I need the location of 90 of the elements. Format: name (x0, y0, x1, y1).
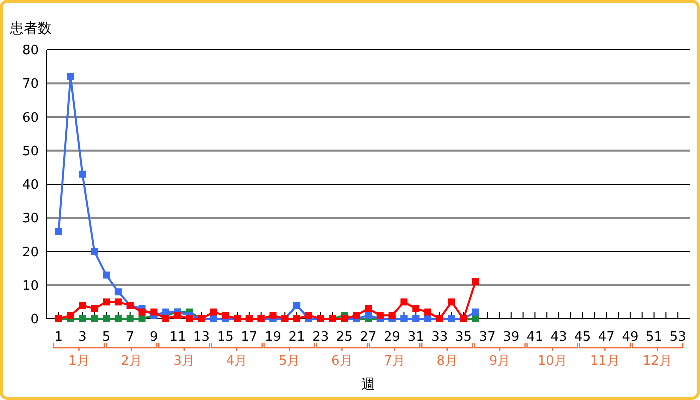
x-tick-label: 41 (526, 330, 544, 345)
y-tick-label: 40 (22, 178, 39, 194)
text: 4月 (226, 354, 248, 369)
x-tick-label: 29 (384, 330, 401, 345)
point (174, 312, 182, 320)
x-tick-label: 31 (408, 330, 424, 345)
text: 3月 (174, 354, 196, 369)
point (210, 308, 218, 316)
y-tick-label: 50 (22, 144, 39, 160)
x-tick-label: 3 (78, 330, 87, 345)
x-tick-label: 51 (646, 330, 663, 345)
text: 12月 (643, 354, 673, 369)
x-tick-label: 7 (126, 330, 134, 345)
point (294, 316, 301, 322)
y-tick-label: 20 (22, 245, 39, 260)
x-tick-label: 47 (598, 330, 615, 345)
point (138, 316, 146, 322)
x-tick-label: 5 (102, 330, 111, 345)
y-tick-label: 10 (22, 278, 39, 294)
x-tick-label: 17 (241, 330, 258, 345)
point (270, 312, 277, 320)
point (91, 316, 98, 322)
point (388, 312, 396, 320)
x-tick-label: 27 (360, 330, 377, 345)
point (353, 312, 360, 320)
x-tick-label: 25 (336, 330, 353, 345)
text: 1月 (68, 354, 90, 369)
x-tick-label: 19 (264, 330, 282, 345)
y-axis-title: 患者数 (9, 21, 52, 37)
point (376, 312, 384, 320)
y-tick-label: 70 (22, 77, 39, 92)
x-tick-label: 43 (550, 330, 568, 345)
point (103, 272, 110, 279)
point (186, 316, 194, 322)
point (79, 316, 86, 322)
x-tick-label: 1 (54, 330, 64, 345)
x-tick-label: 49 (622, 330, 639, 345)
x-tick-label: 13 (194, 330, 210, 345)
point (412, 305, 420, 312)
point (400, 298, 408, 306)
text: 6月 (332, 354, 353, 369)
text: 9月 (489, 354, 511, 369)
point (162, 308, 170, 316)
point (67, 73, 74, 80)
point (222, 312, 230, 320)
point (91, 248, 98, 256)
point (305, 312, 312, 320)
x-tick-label: 35 (455, 330, 472, 345)
y-tick-label: 0 (30, 312, 39, 328)
text: 7月 (384, 354, 406, 369)
text: 8月 (436, 354, 458, 369)
y-tick-label: 60 (22, 110, 39, 126)
x-tick-label: 39 (503, 330, 520, 345)
point (365, 312, 372, 320)
point (79, 170, 86, 178)
text: 10月 (538, 354, 568, 369)
y-tick-label: 80 (22, 44, 39, 59)
y-tick-label: 30 (22, 212, 39, 227)
point (472, 278, 480, 286)
x-tick-label: 21 (288, 330, 306, 345)
point (150, 308, 158, 316)
x-tick-label: 37 (479, 330, 496, 345)
text: 2月 (121, 354, 142, 369)
point (55, 228, 62, 236)
point (365, 305, 372, 312)
x-tick-label: 9 (150, 330, 158, 345)
x-axis-title: 週 (362, 377, 376, 393)
point (103, 316, 110, 322)
x-tick-label: 33 (432, 330, 448, 345)
text: 5月 (278, 354, 300, 369)
x-tick-label: 23 (312, 330, 330, 345)
point (424, 308, 432, 316)
x-tick-label: 15 (217, 330, 234, 345)
point (79, 302, 86, 310)
point (114, 316, 122, 322)
x-tick-label: 53 (670, 330, 686, 345)
point (67, 312, 74, 320)
point (138, 308, 146, 316)
text: 11月 (590, 354, 620, 369)
point (103, 298, 110, 306)
point (472, 316, 480, 322)
point (91, 305, 98, 312)
x-tick-label: 45 (574, 330, 592, 345)
point (114, 288, 122, 296)
point (448, 298, 456, 306)
point (162, 316, 170, 322)
point (472, 308, 480, 316)
x-tick-label: 11 (170, 330, 186, 345)
point (126, 316, 134, 322)
point (114, 298, 122, 306)
